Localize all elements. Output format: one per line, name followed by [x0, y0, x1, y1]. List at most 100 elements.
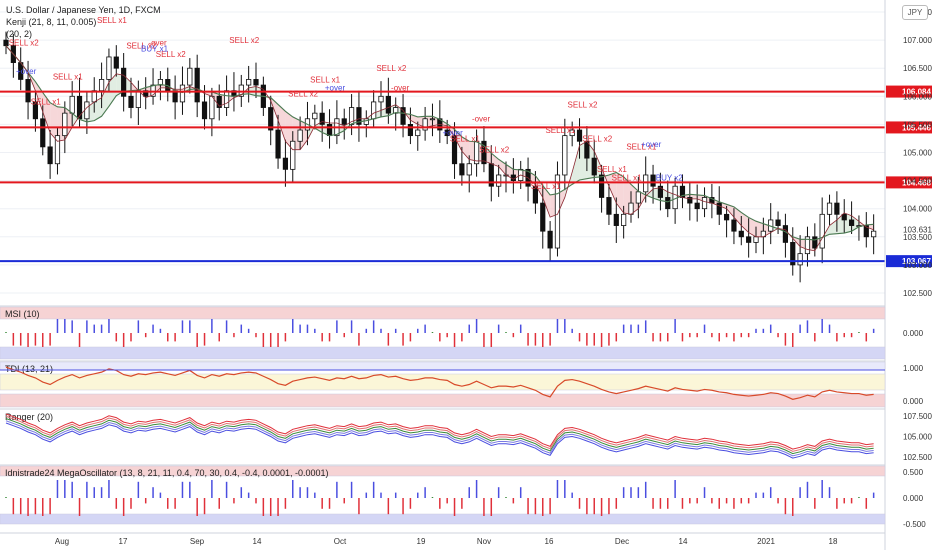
signal-label: SELL x2 [582, 134, 612, 143]
level-tag-label: 104.468 [902, 178, 931, 187]
time-tick-label: 2021 [757, 537, 775, 546]
candle-body [665, 197, 671, 210]
signal-label: -over [148, 39, 167, 48]
cloud-segment [50, 102, 58, 142]
time-tick-label: Nov [477, 537, 491, 546]
level-tag-background [886, 121, 932, 134]
signal-label: SELL x1 [450, 134, 480, 143]
candle-body [179, 84, 186, 103]
pane-title: Idnistrade24 MegaOscillator (13, 8, 21, … [5, 468, 329, 478]
signal-label: SELL x2 [126, 42, 156, 51]
candle-body [848, 219, 855, 226]
cloud-segment [608, 172, 617, 204]
candle-body [157, 79, 164, 86]
signal-label: BUY x1 [141, 44, 169, 53]
currency-button[interactable]: JPY [902, 5, 928, 20]
candle-body [459, 163, 465, 176]
candle-body [297, 129, 303, 142]
candle-body [826, 202, 833, 215]
signal-label: +over [443, 129, 464, 138]
grid [0, 11, 885, 294]
signal-label: +over [325, 84, 346, 93]
candle-body [576, 129, 583, 142]
candle-body [701, 197, 708, 210]
candle-body [753, 236, 759, 243]
cloud-segment [278, 104, 286, 142]
signal-label: SELL x2 [376, 64, 406, 73]
candle-body [804, 236, 811, 255]
candle-body [650, 174, 656, 187]
candle-body [3, 39, 9, 47]
cloud-segment [726, 204, 734, 218]
candle-body [591, 157, 597, 176]
time-tick-label: Aug [55, 537, 69, 546]
candle-body [319, 112, 325, 125]
candle-body [246, 79, 252, 86]
level-tag-label: 106.084 [902, 88, 931, 97]
pane-tick-label: 105.000 [903, 433, 932, 442]
pane-tick-label: 0.000 [903, 494, 924, 503]
level-tag-background [886, 255, 932, 268]
candle-body [113, 56, 119, 69]
candle-body [481, 140, 487, 165]
candle-body [547, 230, 553, 249]
pane-band [0, 373, 886, 391]
candle-body [312, 112, 318, 120]
signal-label: SELL x1 [53, 72, 83, 81]
signal-label: SELL x2 [156, 50, 186, 59]
candle-body [429, 118, 436, 121]
pane-tick-label: 1.000 [903, 364, 924, 373]
signal-label: SELL x2 [9, 39, 39, 48]
candle-body [326, 124, 333, 137]
candle-body [40, 118, 46, 148]
candle-body [657, 185, 664, 198]
signal-label: SELL x1 [626, 143, 656, 152]
candle-body [209, 95, 215, 120]
candle-body [407, 124, 414, 137]
pane-band [0, 346, 886, 360]
candle-body [194, 67, 200, 103]
signal-label: SELL x1 [545, 126, 575, 135]
pane-tick-label: -0.500 [903, 520, 926, 529]
signal-label: BUY x2 [656, 174, 684, 183]
price-tick-label: 107.000 [903, 36, 932, 45]
candle-body [731, 219, 737, 232]
candle-body [106, 56, 112, 80]
bands-indicator-label: (20, 2) [6, 29, 32, 39]
candle-body [598, 174, 605, 198]
tdi-line [5, 366, 874, 400]
candle-body [62, 112, 68, 137]
signal-label: SELL x2 [568, 101, 598, 110]
time-axis: Aug 17 Sep 14 Oct 19 Nov 16 Dec 14 2021 18 [0, 532, 885, 546]
candle-body [621, 213, 627, 226]
candle-body [378, 95, 384, 103]
candle-body [444, 129, 450, 137]
ranger-band-line [5, 413, 874, 450]
candle-body [723, 213, 730, 221]
candle-body [54, 135, 61, 165]
cloud-segment [535, 175, 543, 198]
candle-body [834, 202, 840, 215]
candle-body [628, 202, 634, 215]
pane-title: Ranger (20) [5, 412, 53, 422]
pane-title: TDI (13, 21) [5, 364, 53, 374]
candle-body [841, 213, 847, 221]
candle-body [694, 202, 700, 210]
ranger-band-line [5, 422, 874, 459]
candle-body [466, 163, 472, 176]
price-tick-label: 104.500 [903, 177, 932, 186]
cloud-segment [285, 111, 293, 150]
candle-body [738, 230, 744, 238]
candle-body [98, 79, 105, 92]
pane-tick-label: 107.500 [903, 412, 932, 421]
candle-body [812, 236, 818, 249]
time-tick-label: 19 [417, 537, 426, 546]
pane-title: MSI (10) [5, 309, 40, 319]
pane-tick-label: 0.000 [903, 329, 924, 338]
cloud-segment [491, 153, 499, 167]
candle-body [496, 174, 502, 187]
candle-body [606, 197, 612, 215]
candle-body [385, 95, 391, 114]
time-tick-label: 14 [679, 537, 688, 546]
